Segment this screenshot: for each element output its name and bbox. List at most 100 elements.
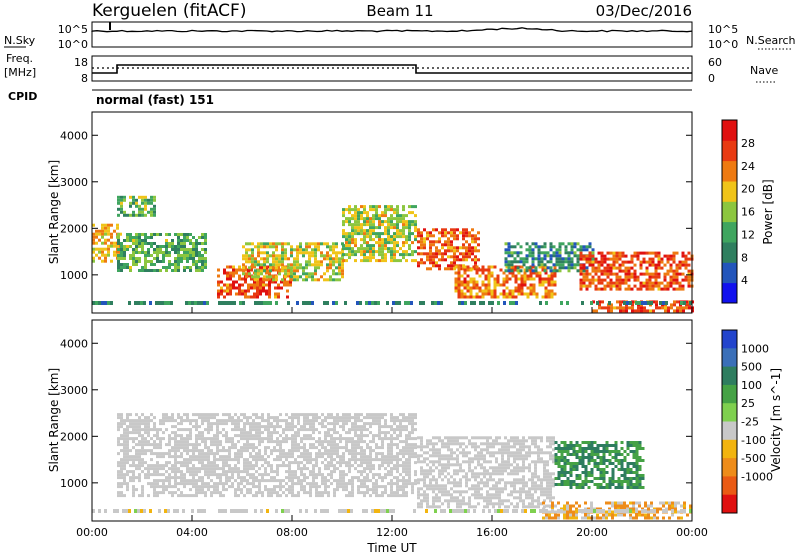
echo-cell — [267, 428, 270, 432]
echo-cell — [318, 452, 321, 456]
echo-cell — [672, 260, 676, 264]
echo-cell — [189, 473, 192, 477]
echo-cell — [257, 269, 260, 273]
echo-cell — [456, 439, 459, 443]
echo-cell — [372, 488, 375, 492]
echo-cell — [345, 235, 348, 239]
echo-cell — [438, 472, 441, 476]
echo-cell — [541, 280, 545, 284]
echo-cell — [330, 449, 333, 453]
echo-cell — [420, 237, 423, 241]
echo-cell — [554, 459, 558, 462]
echo-cell — [117, 201, 120, 205]
echo-cell — [348, 470, 351, 474]
echo-cell — [561, 257, 565, 261]
echo-cell — [463, 295, 467, 299]
echo-cell — [237, 434, 240, 438]
echo-cell — [138, 440, 141, 444]
echo-cell — [171, 449, 174, 453]
echo-cell — [426, 499, 429, 503]
echo-cell — [241, 289, 244, 293]
echo-cell — [387, 223, 390, 227]
echo-cell — [465, 451, 468, 455]
echo-cell — [432, 442, 435, 446]
echo-cell — [372, 250, 375, 254]
echo-cell — [405, 220, 408, 224]
echo-cell — [335, 245, 338, 249]
echo-cell — [270, 464, 273, 468]
echo-cell — [314, 266, 317, 270]
echo-cell — [366, 473, 369, 477]
echo-cell — [327, 461, 330, 465]
echo-cell — [138, 239, 141, 242]
echo-cell — [177, 428, 180, 432]
echo-cell — [290, 272, 293, 276]
echo-cell — [249, 473, 252, 477]
echo-cell — [285, 455, 288, 459]
echo-cell — [238, 283, 241, 287]
echo-cell — [129, 479, 132, 483]
echo-cell — [489, 487, 492, 491]
echo-cell — [483, 475, 486, 479]
echo-cell — [255, 431, 258, 435]
echo-cell — [309, 437, 312, 441]
echo-cell — [402, 232, 405, 236]
echo-cell — [372, 482, 375, 486]
echo-cell — [466, 289, 470, 293]
echo-cell — [563, 459, 567, 462]
echo-cell — [405, 470, 408, 474]
echo-cell — [372, 437, 375, 441]
echo-cell — [432, 496, 435, 500]
echo-cell — [198, 455, 201, 459]
echo-cell — [546, 490, 549, 494]
echo-cell — [366, 244, 369, 248]
echo-cell — [438, 490, 441, 494]
echo-cell — [207, 422, 210, 426]
echo-cell — [474, 249, 477, 253]
echo-cell — [92, 256, 95, 260]
echo-cell — [260, 301, 263, 305]
echo-cell — [261, 458, 264, 462]
echo-cell — [615, 266, 619, 270]
echo-cell — [171, 467, 174, 471]
echo-cell — [432, 264, 435, 268]
echo-cell — [363, 256, 366, 260]
echo-cell — [557, 447, 561, 450]
echo-cell — [638, 301, 641, 305]
echo-cell — [252, 467, 255, 471]
echo-cell — [393, 419, 396, 423]
echo-cell — [444, 493, 447, 497]
echo-cell — [423, 246, 426, 250]
echo-cell — [541, 295, 545, 299]
echo-cell — [393, 431, 396, 435]
echo-cell — [180, 245, 183, 248]
echo-cell — [660, 257, 664, 261]
echo-cell — [417, 505, 420, 509]
echo-cell — [135, 198, 138, 202]
echo-cell — [402, 425, 405, 429]
echo-cell — [375, 455, 378, 459]
echo-cell — [177, 260, 180, 263]
echo-cell — [308, 242, 311, 246]
echo-cell — [141, 198, 144, 202]
echo-cell — [514, 286, 518, 290]
echo-cell — [354, 259, 357, 263]
echo-cell — [276, 425, 279, 429]
echo-cell — [546, 451, 549, 455]
echo-cell — [153, 257, 156, 260]
echo-cell — [462, 436, 465, 440]
echo-cell — [499, 292, 503, 296]
echo-cell — [405, 428, 408, 432]
echo-cell — [402, 241, 405, 245]
echo-cell — [683, 301, 686, 305]
echo-cell — [408, 238, 411, 242]
echo-cell — [390, 226, 393, 230]
echo-cell — [147, 422, 150, 426]
echo-cell — [287, 272, 290, 276]
echo-cell — [168, 482, 171, 486]
echo-cell — [345, 473, 348, 477]
echo-cell — [117, 413, 120, 417]
echo-cell — [226, 274, 229, 278]
echo-cell — [537, 254, 541, 258]
echo-cell — [272, 278, 275, 282]
